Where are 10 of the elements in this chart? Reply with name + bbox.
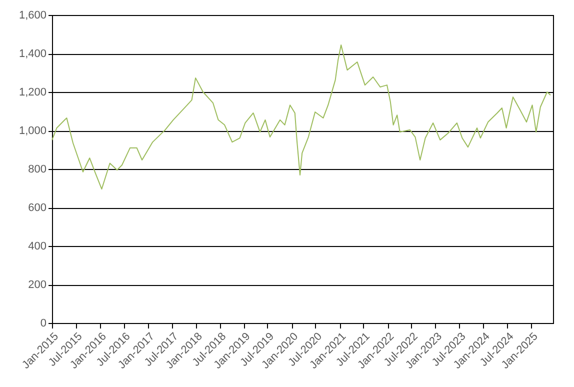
y-tick-label: 0: [40, 318, 46, 330]
y-tick-label: 200: [28, 279, 46, 291]
y-tick-label: 1,600: [18, 10, 46, 22]
y-tick-label: 800: [28, 164, 46, 176]
y-tick-label: 1,400: [18, 48, 46, 60]
y-tick-label: 400: [28, 240, 46, 252]
y-tick-label: 1,200: [18, 86, 46, 98]
y-tick-label: 1,000: [18, 125, 46, 137]
line-series: [52, 44, 552, 190]
y-tick-label: 600: [28, 202, 46, 214]
